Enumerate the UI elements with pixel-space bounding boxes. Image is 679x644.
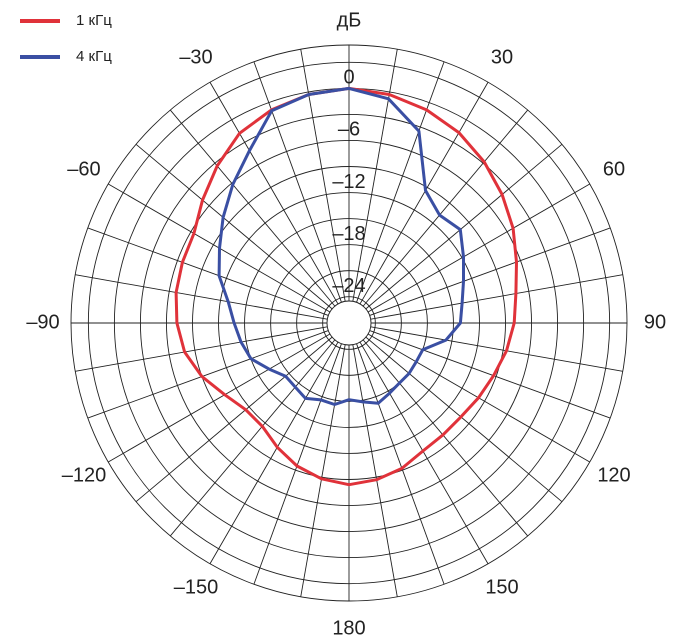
theta-tick-label: –120	[62, 464, 107, 486]
spoke	[370, 326, 623, 372]
theta-tick-label: 90	[644, 311, 666, 333]
theta-tick-label: 60	[603, 158, 625, 180]
grid-ring	[218, 192, 480, 454]
r-tick-label: –6	[338, 119, 360, 141]
spoke	[367, 183, 590, 313]
spoke	[362, 109, 529, 307]
grid-ring	[166, 140, 532, 506]
spoke	[352, 344, 398, 597]
unit-label: дБ	[337, 9, 362, 31]
theta-tick-label: 120	[597, 464, 630, 486]
spoke	[356, 343, 445, 585]
spoke	[300, 49, 346, 302]
legend-label: 1 кГц	[76, 12, 112, 29]
spoke	[108, 333, 331, 463]
grid-ring	[192, 166, 506, 480]
spoke	[209, 82, 339, 305]
theta-tick-label: 180	[332, 617, 365, 639]
spoke	[87, 330, 329, 419]
r-tick-label: 0	[343, 67, 354, 89]
grid-ring	[322, 296, 376, 350]
spoke	[369, 330, 611, 419]
legend-label: 4 кГц	[76, 48, 112, 65]
spoke	[369, 227, 611, 316]
r-tick-label: –24	[332, 275, 365, 297]
spoke	[359, 341, 489, 564]
r-tick-label: –12	[332, 171, 365, 193]
spoke	[359, 82, 489, 305]
spoke	[75, 326, 328, 372]
grid-ring	[296, 270, 402, 376]
theta-tick-label: –60	[67, 158, 100, 180]
grid-ring	[87, 61, 611, 585]
spoke	[135, 143, 333, 310]
grid-ring	[244, 218, 454, 428]
spoke	[87, 227, 329, 316]
spoke	[356, 61, 445, 303]
spoke	[365, 336, 563, 503]
grid-ring	[139, 113, 559, 533]
spoke	[365, 143, 563, 310]
spoke	[253, 61, 342, 303]
spoke	[135, 336, 333, 503]
r-tick-label: –18	[332, 223, 365, 245]
series-line	[174, 86, 518, 487]
spoke	[370, 274, 623, 320]
theta-tick-label: 150	[485, 576, 518, 598]
spoke	[75, 274, 328, 320]
inner-hole	[326, 300, 372, 346]
spoke	[169, 109, 336, 307]
spoke	[362, 339, 529, 537]
outer-ring	[70, 44, 628, 602]
theta-tick-label: –90	[26, 311, 59, 333]
spoke	[253, 343, 342, 585]
theta-tick-label: –150	[174, 576, 219, 598]
theta-tick-label: 30	[491, 46, 513, 68]
theta-tick-label: –30	[179, 46, 212, 68]
grid-ring	[270, 244, 428, 402]
spoke	[352, 49, 398, 302]
series-line	[217, 86, 465, 406]
spoke	[209, 341, 339, 564]
spoke	[300, 344, 346, 597]
spoke	[169, 339, 336, 537]
